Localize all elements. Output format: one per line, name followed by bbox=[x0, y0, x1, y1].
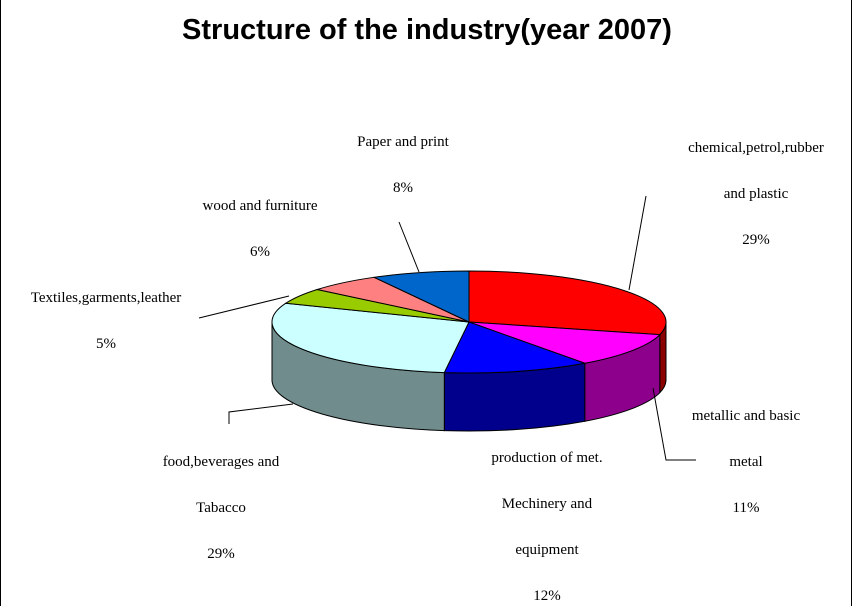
pie-tops bbox=[272, 271, 666, 373]
slice-pct-3: 29% bbox=[207, 546, 235, 562]
leader-line-1 bbox=[653, 388, 696, 460]
slice-label-0-line-0: chemical,petrol,rubber bbox=[688, 140, 824, 156]
slice-label-2-line-1: Mechinery and bbox=[502, 496, 593, 512]
slice-label-1-line-0: metallic and basic bbox=[692, 408, 801, 424]
slice-label-4-line-0: Textiles,garments,leather bbox=[31, 290, 182, 306]
slice-label-6-line-0: Paper and print bbox=[357, 134, 449, 150]
slice-label-1-line-1: metal bbox=[729, 454, 762, 470]
slice-label-0-line-1: and plastic bbox=[724, 186, 789, 202]
slice-pct-0: 29% bbox=[742, 232, 770, 248]
slice-pct-6: 8% bbox=[393, 180, 413, 196]
slice-label-3-line-0: food,beverages and bbox=[163, 454, 280, 470]
leader-line-3 bbox=[229, 404, 293, 424]
slice-pct-1: 11% bbox=[733, 500, 760, 516]
slice-pct-2: 12% bbox=[533, 588, 561, 604]
leader-line-6 bbox=[399, 222, 419, 272]
slice-pct-5: 6% bbox=[250, 244, 270, 260]
slice-label-2-line-0: production of met. bbox=[491, 450, 602, 466]
slice-label-5-line-0: wood and furniture bbox=[203, 198, 318, 214]
slice-pct-4: 5% bbox=[96, 336, 116, 352]
leader-line-0 bbox=[629, 196, 646, 290]
slice-label-3-line-1: Tabacco bbox=[196, 500, 246, 516]
slice-label-2-line-2: equipment bbox=[515, 542, 579, 558]
